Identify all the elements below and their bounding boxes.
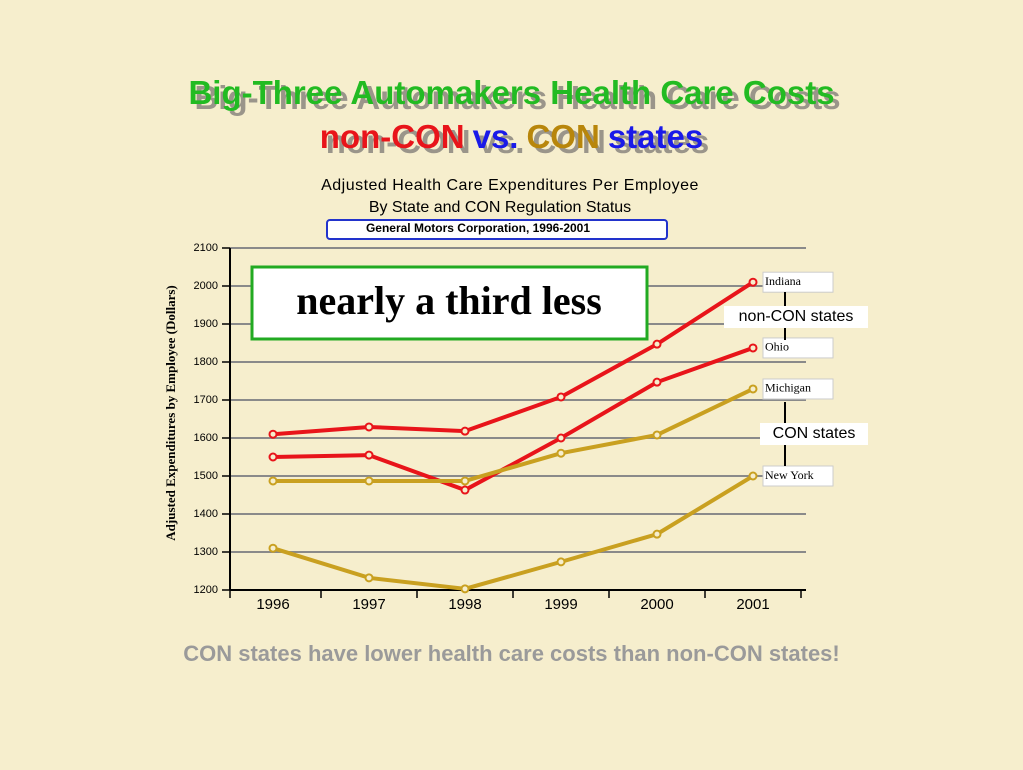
legend-box	[762, 465, 834, 487]
source-box	[326, 219, 668, 240]
point	[364, 573, 374, 583]
point	[556, 557, 566, 567]
group-label: non-CON states	[739, 308, 854, 325]
point	[268, 543, 278, 553]
chart-subtitle: By State and CON Regulation Status	[369, 199, 631, 216]
series-line	[272, 474, 755, 591]
point	[652, 430, 662, 440]
slide-subtitle: non-CON vs. CON states	[0, 118, 1023, 156]
point	[652, 339, 662, 349]
annotation-box	[250, 265, 649, 341]
point	[652, 377, 662, 387]
point	[460, 584, 470, 594]
series-line	[273, 387, 754, 483]
legend-box	[762, 337, 834, 359]
y-tick-label: 1700	[194, 394, 218, 406]
subtitle-part: non-CON	[319, 118, 465, 155]
series-line	[272, 280, 755, 437]
chart: Adjusted Health Care Expenditures Per Em…	[163, 177, 868, 613]
y-tick-label: 1300	[194, 546, 218, 558]
subtitle-part: vs.	[472, 118, 519, 155]
group-label-bg	[724, 306, 868, 328]
slide-title: Big-Three Automakers Health Care Costs	[188, 74, 835, 111]
footer: CON states have lower health care costs …	[183, 641, 840, 666]
point	[748, 384, 758, 394]
chart-title: Adjusted Health Care Expenditures Per Em…	[321, 177, 699, 194]
point	[460, 426, 470, 436]
legend-label: Michigan	[765, 381, 811, 395]
y-tick-label: 1800	[194, 356, 218, 368]
subtitle-part: CON	[526, 118, 600, 155]
x-tick-label: 2000	[640, 596, 673, 613]
subtitle-part: states	[607, 118, 704, 155]
legend-box	[762, 378, 834, 400]
point	[268, 476, 278, 486]
point	[460, 476, 470, 486]
legend-label: Ohio	[765, 340, 789, 354]
group-label-bg	[760, 423, 868, 445]
series-line	[272, 346, 754, 493]
y-tick-label: 1900	[194, 318, 218, 330]
x-tick-label: 1999	[544, 596, 577, 613]
legend-box	[762, 271, 834, 293]
point	[652, 529, 662, 539]
point	[364, 450, 374, 460]
point	[364, 476, 374, 486]
y-tick-label: 1400	[194, 508, 218, 520]
legend-label: Indiana	[765, 274, 802, 288]
y-tick-label: 1600	[194, 432, 218, 444]
legend-label: New York	[765, 468, 814, 482]
point	[748, 343, 758, 353]
source: General Motors Corporation, 1996-2001	[366, 221, 590, 235]
annotation: nearly a third less	[296, 278, 602, 323]
point	[748, 471, 758, 481]
x-tick-label: 2001	[736, 596, 769, 613]
y-axis-label: Adjusted Expenditures by Employee (Dolla…	[163, 285, 178, 540]
y-tick-label: 1500	[194, 470, 218, 482]
group-label: CON states	[773, 425, 856, 442]
point	[556, 392, 566, 402]
point	[460, 485, 470, 495]
x-tick-label: 1997	[352, 596, 385, 613]
point	[748, 277, 758, 287]
x-tick-label: 1996	[256, 596, 289, 613]
y-tick-label: 2100	[194, 242, 218, 254]
point	[364, 422, 374, 432]
y-tick-label: 1200	[194, 584, 218, 596]
y-tick-label: 2000	[194, 280, 218, 292]
point	[268, 429, 278, 439]
x-tick-label: 1998	[448, 596, 481, 613]
point	[556, 433, 566, 443]
point	[268, 452, 278, 462]
point	[556, 448, 566, 458]
